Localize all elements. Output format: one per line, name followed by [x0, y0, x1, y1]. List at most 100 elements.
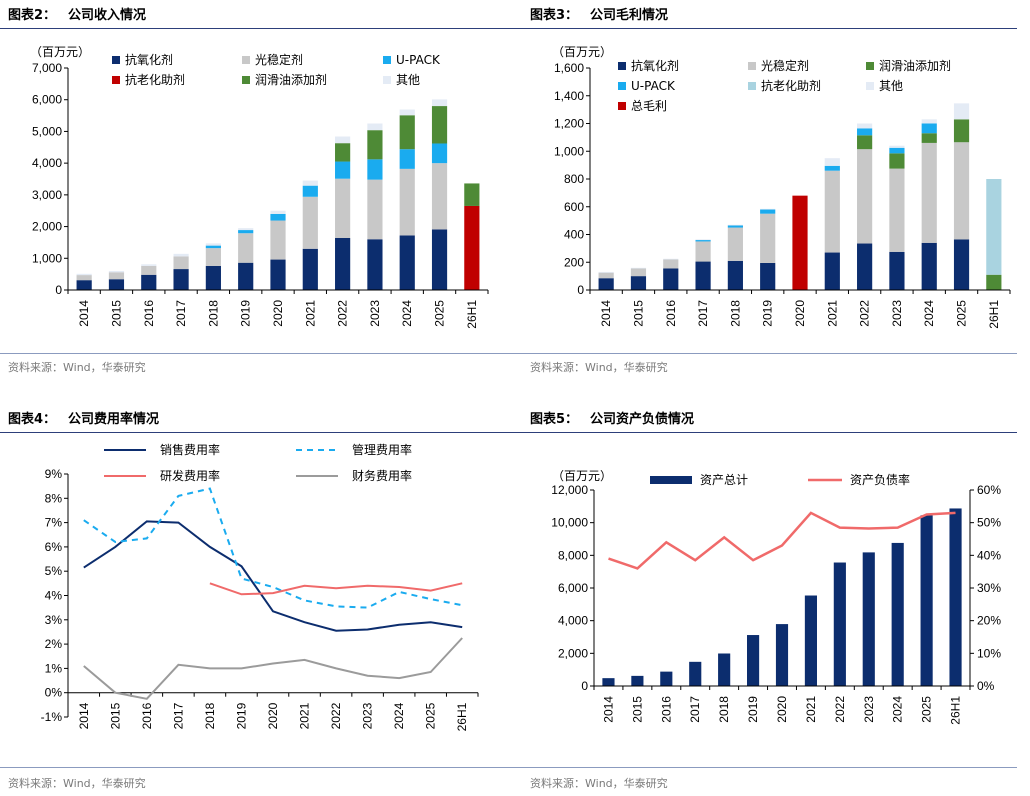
bar-segment: [335, 143, 351, 162]
bar: [949, 508, 962, 686]
x-tick-label: 2020: [266, 702, 280, 729]
bar-segment: [76, 280, 92, 290]
bar-segment: [399, 109, 415, 116]
bar-segment: [695, 239, 711, 241]
bar-segment: [857, 123, 873, 129]
legend-label: 其他: [879, 79, 903, 93]
bar-segment: [238, 228, 254, 231]
bar: [602, 678, 615, 686]
bar-segment: [464, 183, 480, 206]
bar-segment: [270, 220, 286, 260]
left-y-tick-label: 8%: [45, 491, 63, 505]
bar-segment: [921, 119, 937, 124]
series-line: [83, 487, 463, 609]
bar: [689, 661, 702, 686]
left-y-tick-label: 3%: [45, 613, 63, 627]
bar-segment: [173, 256, 189, 270]
legend-swatch: [618, 82, 626, 90]
legend-label: 研发费用率: [160, 468, 220, 483]
expense-ratio-line-chart: -1% 0% 1% 2% 3% 4% 5% 6% 7% 8% 9% 2014 2015 2016 2017 2…: [41, 442, 479, 731]
bar-segment: [857, 128, 873, 136]
left-y-tick-label: 0: [55, 283, 62, 297]
x-tick-label: 2018: [717, 696, 731, 723]
bar-segment: [205, 248, 221, 266]
source-note: 资料来源：Wind，华泰研究: [530, 361, 668, 374]
x-tick-label: 2015: [109, 300, 123, 327]
bar-segment: [598, 272, 614, 279]
series-line: [209, 582, 463, 596]
x-tick-label: 2015: [108, 702, 122, 729]
left-y-tick-label: 9%: [45, 467, 63, 481]
bar-segment: [270, 210, 286, 214]
bar-segment: [431, 106, 448, 144]
legend-swatch: [383, 76, 391, 84]
bar-segment: [270, 213, 286, 221]
bar: [660, 671, 673, 686]
x-tick-label: 2016: [142, 300, 156, 327]
x-tick-label: 2025: [920, 696, 934, 723]
bar-segment: [953, 239, 970, 290]
bar-segment: [663, 258, 679, 260]
left-y-tick-label: 200: [564, 255, 584, 269]
x-tick-label: 2022: [336, 300, 350, 327]
x-tick-label: 2016: [140, 702, 154, 729]
x-tick-label: 2017: [171, 702, 185, 729]
asset-liability-combo-chart: （百万元） 0 2,000 4,000 6,000 8,000 10,000 12,000 0%…: [551, 469, 1001, 725]
x-tick-label: 2023: [361, 702, 375, 729]
left-y-tick-label: 7,000: [32, 61, 62, 75]
x-tick-label: 2025: [433, 300, 447, 327]
bar-segment: [921, 123, 937, 134]
bar-segment: [173, 253, 189, 257]
bar-segment: [953, 119, 970, 143]
x-tick-label: 2022: [329, 702, 343, 729]
legend-swatch: [618, 62, 626, 70]
legend-label: 抗老化助剂: [125, 72, 185, 87]
legend-label: U-PACK: [396, 53, 441, 67]
left-y-tick-label: 6,000: [32, 93, 62, 107]
legend-label: 抗老化助剂: [761, 78, 821, 93]
bar: [775, 624, 789, 686]
bar-segment: [205, 245, 221, 249]
x-tick-label: 2021: [303, 300, 317, 327]
source-note: 资料来源：Wind，华泰研究: [8, 777, 146, 790]
legend-label: 其他: [396, 73, 420, 87]
x-tick-label: 2014: [77, 702, 91, 729]
bar-segment: [302, 180, 318, 186]
bar-segment: [857, 149, 873, 244]
title-rule: [0, 432, 1017, 433]
series-line: [83, 520, 463, 632]
right-y-tick-label: 40%: [977, 548, 1001, 562]
left-y-tick-label: 600: [564, 200, 584, 214]
bar-segment: [889, 251, 905, 290]
legend-swatch: [748, 82, 756, 90]
x-tick-label: 2017: [688, 696, 702, 723]
left-y-tick-label: 2,000: [558, 646, 588, 660]
bar-segment: [108, 279, 125, 290]
chart-title: 图表4： 公司费用率情况: [8, 412, 160, 427]
left-y-tick-label: 400: [564, 228, 584, 242]
x-tick-label: 2018: [206, 300, 220, 327]
bar-segment: [663, 268, 679, 290]
legend-label: 抗氧化剂: [125, 52, 173, 67]
bar-segment: [335, 136, 351, 144]
left-y-tick-label: 2,000: [32, 220, 62, 234]
bar-segment: [824, 252, 840, 290]
bar-segment: [399, 168, 415, 236]
legend-label: 润滑油添加剂: [255, 72, 327, 87]
x-tick-label: 26H1: [987, 300, 1001, 329]
source-rule: [0, 353, 1017, 354]
x-tick-label: 2021: [825, 300, 839, 327]
bar-segment: [824, 165, 840, 171]
left-y-tick-label: -1%: [41, 710, 63, 724]
legend-label: 资产负债率: [850, 472, 910, 487]
revenue-stacked-bar-chart: （百万元） 0 1,000 2,000 3,000 4,000 5,000 6,000 7,00…: [30, 45, 489, 329]
bar-segment: [367, 179, 383, 240]
bar-segment: [464, 205, 480, 290]
left-y-tick-label: 800: [564, 172, 584, 186]
legend-swatch: [242, 76, 250, 84]
legend-swatch: [866, 62, 874, 70]
left-y-tick-label: 2%: [45, 637, 63, 651]
legend-label: U-PACK: [631, 79, 676, 93]
bar-segment: [270, 259, 286, 290]
x-tick-label: 2016: [664, 300, 678, 327]
